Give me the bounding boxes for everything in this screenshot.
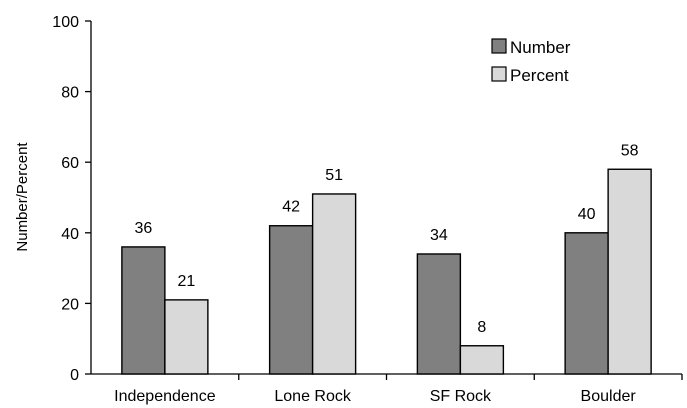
bar-percent <box>459 345 505 375</box>
bars <box>121 168 652 375</box>
data-label: 42 <box>282 199 300 216</box>
data-label: 21 <box>177 273 195 290</box>
x-tick-label: Boulder <box>581 388 637 405</box>
x-tick-label: SF Rock <box>430 388 492 405</box>
bar-number <box>564 232 609 375</box>
bar-percent <box>311 193 357 375</box>
x-tick-label: Independence <box>114 388 216 405</box>
y-tick-label: 60 <box>61 155 79 172</box>
y-tick-label: 80 <box>61 85 79 102</box>
data-label: 34 <box>430 227 448 244</box>
bar-number <box>121 246 166 375</box>
y-axis: 0 20 40 60 80 100 <box>52 14 92 384</box>
legend-swatch-percent <box>491 66 507 82</box>
data-label: 58 <box>621 142 639 159</box>
y-tick-label: 20 <box>61 296 79 313</box>
data-label: 40 <box>578 206 596 223</box>
data-label: 51 <box>325 167 343 184</box>
x-axis: Independence Lone Rock SF Rock Boulder <box>91 373 683 405</box>
y-tick-label: 40 <box>61 226 79 243</box>
legend-swatch-number <box>491 38 507 54</box>
bar-number <box>416 253 462 375</box>
y-axis-title: Number/Percent <box>14 142 31 252</box>
bar-percent <box>607 168 652 375</box>
legend-label-percent: Percent <box>510 66 569 85</box>
data-label: 36 <box>134 220 152 237</box>
legend-label-number: Number <box>510 38 571 57</box>
data-labels: 36 21 42 51 34 8 40 58 <box>134 142 638 336</box>
y-tick-label: 0 <box>70 367 79 384</box>
bar-percent <box>164 299 209 375</box>
y-tick-label: 100 <box>52 14 79 31</box>
bar-number <box>268 225 314 375</box>
x-tick-label: Lone Rock <box>274 388 351 405</box>
data-label: 8 <box>477 319 486 336</box>
legend: Number Percent <box>491 38 571 85</box>
